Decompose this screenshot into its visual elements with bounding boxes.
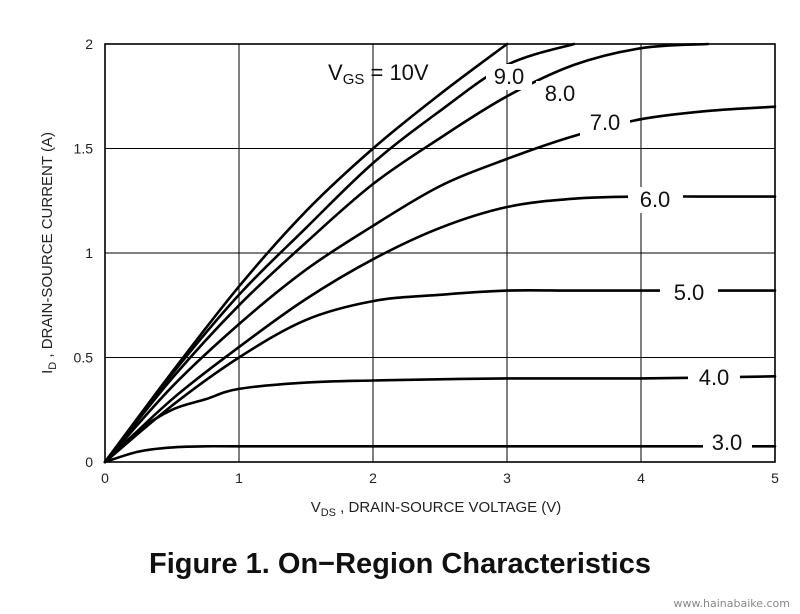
- curve-vgs-4-0: [103, 375, 777, 464]
- curve-label: 8.0: [545, 81, 576, 106]
- x-tick-label: 2: [369, 470, 377, 486]
- curve-label-background: [536, 81, 584, 107]
- y-tick-label: 1.5: [74, 141, 94, 157]
- curve-label: 3.0: [712, 430, 743, 455]
- curve-vgs-7-0: [103, 105, 777, 464]
- on-region-characteristics-chart: 0 1 2 3 4 5 0 0.5 1 1.5 2 VGS = 10V 9.0 8.0 7.0 6.0 5.0…: [39, 36, 780, 519]
- y-tick-label: 1: [85, 245, 93, 261]
- curve-label-background: [580, 110, 630, 136]
- curve-label-background: [688, 365, 740, 391]
- y-tick-label: 0.5: [74, 350, 94, 366]
- y-axis-label: ID , DRAIN-SOURCE CURRENT (A): [39, 132, 59, 374]
- watermark: www.hainabaike.com: [673, 597, 790, 610]
- curve-vgs-3-0: [103, 444, 777, 464]
- curve-label: 9.0: [494, 64, 525, 89]
- curve-label: 7.0: [590, 110, 621, 135]
- curve-label: 5.0: [674, 280, 705, 305]
- x-axis-label: VDS , DRAIN-SOURCE VOLTAGE (V): [311, 499, 562, 519]
- y-tick-label: 2: [85, 36, 93, 52]
- x-tick-label: 3: [503, 470, 511, 486]
- x-tick-label: 0: [101, 470, 109, 486]
- y-tick-label: 0: [85, 454, 93, 470]
- plot-frame: [104, 43, 776, 463]
- curve-label-background: [628, 187, 683, 213]
- curve-vgs-10: [103, 42, 509, 464]
- curve-label: 6.0: [640, 187, 671, 212]
- x-tick-label: 5: [771, 470, 779, 486]
- curve-vgs-5-0: [103, 288, 777, 464]
- curve-labels: VGS = 10V 9.0 8.0 7.0 6.0 5.0 4.0 3.0: [328, 60, 752, 456]
- curve-label-background: [486, 64, 532, 90]
- curves: [103, 42, 777, 464]
- x-tick-label: 1: [235, 470, 243, 486]
- curve-label: 4.0: [699, 365, 730, 390]
- curve-vgs-8-0: [103, 42, 710, 464]
- figure-caption: Figure 1. On−Region Characteristics: [148, 548, 651, 580]
- x-tick-label: 4: [637, 470, 645, 486]
- curve-label: VGS = 10V: [328, 60, 429, 88]
- curve-label-background: [703, 430, 752, 456]
- tick-labels: 0 1 2 3 4 5 0 0.5 1 1.5 2: [74, 36, 780, 486]
- curve-label-background: [660, 280, 718, 306]
